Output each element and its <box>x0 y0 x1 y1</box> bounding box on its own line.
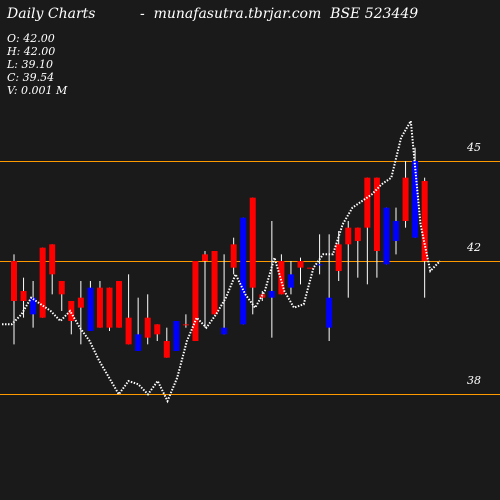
candle-body-11 <box>116 281 123 328</box>
candle-body-20 <box>202 254 208 261</box>
candle-body-40 <box>393 221 399 241</box>
candle-body-32 <box>316 264 323 266</box>
symbol-name: BSE 523449 <box>330 6 419 22</box>
candle-body-29 <box>287 274 294 288</box>
candle-body-1 <box>20 291 27 301</box>
candle-body-30 <box>297 261 304 268</box>
candle-body-3 <box>39 247 46 318</box>
close-value: C: 39.54 <box>7 71 55 84</box>
candle-body-38 <box>373 177 380 251</box>
candle-body-9 <box>96 287 103 328</box>
open-value: O: 42.00 <box>7 32 55 45</box>
candle-body-17 <box>173 321 180 351</box>
candle-body-0 <box>11 261 17 301</box>
header-separator: - <box>139 6 145 22</box>
candle-body-37 <box>364 177 371 228</box>
candle-body-27 <box>268 291 275 298</box>
candle-body-41 <box>402 177 409 221</box>
volume-value: V: 0.001 M <box>7 84 68 97</box>
candle-body-24 <box>240 217 247 325</box>
chart-header: Daily Charts - munafasutra.tbrjar.com BS… <box>7 6 418 22</box>
candle-body-12 <box>125 317 132 345</box>
candle-body-42 <box>412 161 419 238</box>
candle-body-2 <box>30 297 37 315</box>
candle-body-43 <box>421 181 428 261</box>
y-tick-label-38: 38 <box>467 374 481 387</box>
candle-body-28 <box>278 261 285 295</box>
candle-body-16 <box>163 341 170 358</box>
candle-body-36 <box>354 227 361 241</box>
moving-average-line <box>2 117 441 404</box>
chart-title: Daily Charts <box>7 6 96 22</box>
candle-body-34 <box>335 244 342 271</box>
candle-body-13 <box>135 334 142 351</box>
candle-body-7 <box>77 297 84 308</box>
low-value: L: 39.10 <box>7 58 53 71</box>
candle-body-5 <box>58 281 65 295</box>
candle-body-35 <box>345 227 352 245</box>
high-value: H: 42.00 <box>7 45 56 58</box>
candle-body-19 <box>192 261 199 341</box>
candle-body-23 <box>230 244 237 268</box>
candle-body-15 <box>154 324 161 335</box>
site-name: munafasutra.tbrjar.com <box>153 6 322 22</box>
candle-body-4 <box>49 244 56 275</box>
candle-body-10 <box>106 287 113 328</box>
y-tick-label-45: 45 <box>467 141 481 154</box>
candle-body-21 <box>211 251 218 315</box>
candle-body-18 <box>182 324 189 326</box>
candle-body-31 <box>307 267 314 269</box>
candle-body-33 <box>326 297 333 328</box>
candle-body-25 <box>249 197 256 288</box>
candle-body-8 <box>87 287 94 331</box>
candle-body-14 <box>144 317 151 338</box>
y-tick-label-42: 42 <box>467 241 481 254</box>
candle-body-39 <box>383 207 390 265</box>
candle-body-22 <box>221 327 228 335</box>
candle-body-6 <box>68 301 75 321</box>
